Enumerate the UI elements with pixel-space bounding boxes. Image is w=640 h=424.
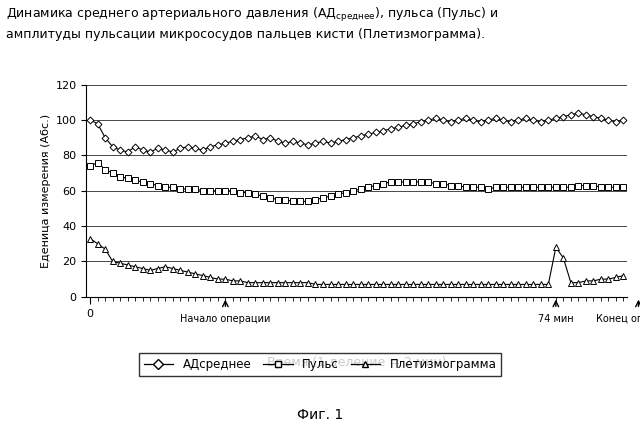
Плетизмограмма (394, 282, 402, 287)
Плетизмограмма (86, 236, 94, 241)
АДсреднее (124, 149, 132, 154)
АДсреднее (432, 116, 440, 121)
Text: Начало операции: Начало операции (180, 315, 271, 324)
Text: Время (1 деление = 2 мин): Время (1 деление = 2 мин) (267, 356, 447, 369)
Пульс (169, 185, 177, 190)
Text: Динамика среднего артериального давления (АД$_{\mathregular{среднее}}$), пульса : Динамика среднего артериального давления… (6, 6, 499, 42)
Плетизмограмма (267, 280, 275, 285)
Text: 74 мин: 74 мин (538, 315, 573, 324)
Пульс (589, 183, 597, 188)
Line: Плетизмограмма: Плетизмограмма (88, 236, 626, 287)
Пульс (274, 197, 282, 202)
АДсреднее (86, 117, 94, 123)
Пульс (439, 181, 447, 186)
Line: Пульс: Пульс (88, 160, 626, 204)
Плетизмограмма (432, 282, 440, 287)
Y-axis label: Еденица измерения (Абс.): Еденица измерения (Абс.) (42, 114, 51, 268)
АДсреднее (394, 125, 402, 130)
АДсреднее (575, 111, 582, 116)
Пульс (289, 199, 297, 204)
Пульс (402, 179, 410, 184)
Пульс (462, 185, 470, 190)
Плетизмограмма (454, 282, 462, 287)
Text: Конец операции: Конец операции (596, 315, 640, 324)
Text: Фиг. 1: Фиг. 1 (297, 408, 343, 422)
Legend: АДсреднее, Пульс, Плетизмограмма: АДсреднее, Пульс, Плетизмограмма (139, 353, 501, 376)
АДсреднее (620, 117, 627, 123)
Пульс (86, 164, 94, 169)
Плетизмограмма (214, 276, 221, 282)
Line: АДсреднее: АДсреднее (88, 111, 626, 154)
АДсреднее (589, 114, 597, 119)
АДсреднее (169, 149, 177, 154)
Пульс (94, 160, 102, 165)
АДсреднее (274, 139, 282, 144)
АДсреднее (454, 117, 462, 123)
Пульс (620, 185, 627, 190)
Плетизмограмма (620, 273, 627, 278)
Плетизмограмма (312, 282, 319, 287)
Плетизмограмма (161, 264, 169, 269)
